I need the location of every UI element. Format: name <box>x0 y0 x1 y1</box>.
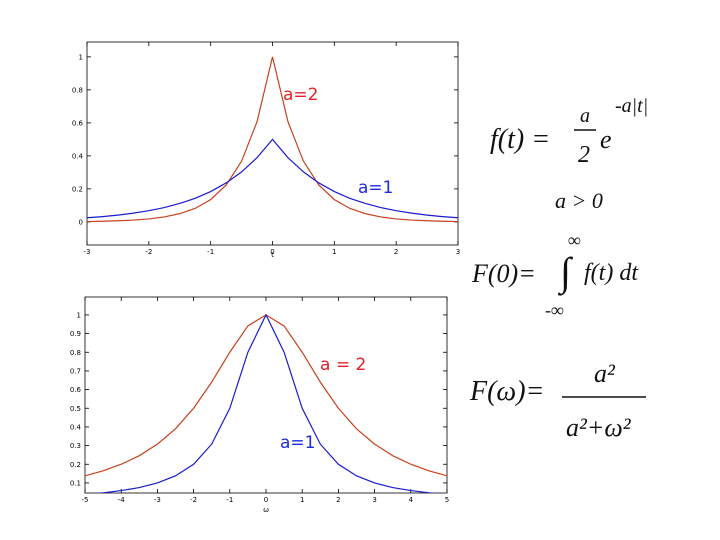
series-line <box>87 138 458 219</box>
formulas: f(t) = a 2 e -a|t| a > 0 F(0)= ∫ ∞ -∞ f(… <box>469 95 648 442</box>
formula-text: a²+ω² <box>566 413 632 442</box>
y-tick-label: 1 <box>77 311 81 319</box>
x-tick-label: 0 <box>264 496 268 504</box>
y-tick-label: 0.9 <box>70 330 81 338</box>
x-tick-label: -3 <box>84 248 91 256</box>
x-tick-label: 5 <box>445 496 449 504</box>
plot-frame <box>84 296 448 494</box>
formula-text: F(0)= <box>471 259 536 288</box>
x-tick-label: 1 <box>300 496 304 504</box>
x-tick-label: 4 <box>409 496 414 504</box>
y-tick-label: 0 <box>79 218 83 226</box>
x-axis-label: ω <box>263 506 269 514</box>
formula-text: e <box>600 125 612 154</box>
series-line <box>94 313 438 493</box>
formula-text: 2 <box>578 142 590 168</box>
y-tick-label: 0.6 <box>72 119 84 127</box>
series-label: a=1 <box>280 433 315 453</box>
chart: -5 -4 -3 -2 -1 0 1 2 3 4 5 0.1 0.2 0.3 0.4 0.5 0.6 0.7 0.8… <box>70 296 449 514</box>
formula-text: ∫ <box>557 249 574 296</box>
x-tick-label: -2 <box>145 248 152 256</box>
x-axis-label: t <box>271 251 274 259</box>
formula-text: -∞ <box>545 300 564 320</box>
x-tick-label: 1 <box>332 248 336 256</box>
plot-frame <box>86 41 459 246</box>
y-tick-label: 0.8 <box>72 86 83 94</box>
series-label: a=1 <box>358 178 393 198</box>
x-tick-label: 0 <box>270 248 274 256</box>
x-tick-label: 3 <box>372 496 376 504</box>
formula-text: F(ω)= <box>469 376 544 407</box>
chart: -3 -2 -1 0 1 2 3 0 0.2 0.4 0.6 0.8 1 t a=2 a=1 <box>72 41 460 259</box>
x-tick-label: -2 <box>190 496 197 504</box>
y-tick-label: 0.2 <box>72 185 83 193</box>
y-tick-label: 0.2 <box>70 461 81 469</box>
y-tick-label: 0.6 <box>70 386 82 394</box>
x-tick-label: -1 <box>207 248 214 256</box>
formula-text: f(t) dt <box>584 260 639 286</box>
series-label: a = 2 <box>320 355 366 375</box>
y-tick-label: 0.4 <box>72 152 84 160</box>
y-tick-label: 0.4 <box>70 423 82 431</box>
x-tick-label: -4 <box>118 496 126 504</box>
series-label: a=2 <box>283 85 318 105</box>
series-line <box>87 56 458 223</box>
x-tick-label: -5 <box>82 496 89 504</box>
y-tick-label: 1 <box>79 53 83 61</box>
x-tick-label: -3 <box>154 496 161 504</box>
formula-text: ∞ <box>568 230 581 250</box>
y-tick-label: 0.7 <box>70 367 81 375</box>
y-tick-label: 0.5 <box>70 405 81 413</box>
x-tick-label: -1 <box>226 496 233 504</box>
formula-text: a² <box>594 359 616 388</box>
y-tick-label: 0.3 <box>70 442 81 450</box>
formula-text: -a|t| <box>615 95 648 117</box>
formula-text: a <box>580 105 590 127</box>
x-tick-label: 3 <box>456 248 460 256</box>
y-tick-label: 0.1 <box>70 479 81 487</box>
x-tick-label: 2 <box>394 248 398 256</box>
formula-text: a > 0 <box>555 188 603 213</box>
y-tick-label: 0.8 <box>70 349 81 357</box>
x-tick-label: 2 <box>336 496 340 504</box>
formula-text: f(t) = <box>490 124 550 155</box>
